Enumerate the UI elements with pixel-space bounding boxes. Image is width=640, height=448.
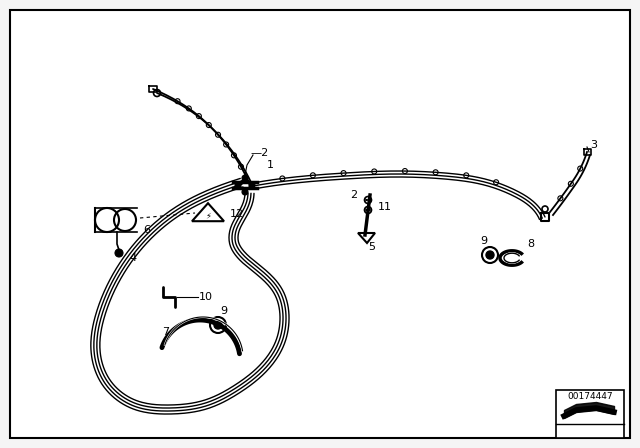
Circle shape bbox=[115, 249, 123, 257]
Bar bbox=[95, 208, 137, 232]
Circle shape bbox=[235, 182, 241, 188]
Text: 11: 11 bbox=[378, 202, 392, 212]
Text: 9: 9 bbox=[220, 306, 227, 316]
Text: 1: 1 bbox=[267, 160, 274, 170]
Circle shape bbox=[242, 189, 248, 195]
Text: 9: 9 bbox=[480, 236, 487, 246]
Text: —2: —2 bbox=[250, 148, 268, 158]
Circle shape bbox=[249, 182, 255, 188]
Text: 5: 5 bbox=[368, 242, 375, 252]
Circle shape bbox=[242, 175, 248, 181]
Circle shape bbox=[214, 321, 222, 329]
Text: 12: 12 bbox=[230, 209, 244, 219]
Text: 00174447: 00174447 bbox=[567, 392, 613, 401]
Text: 4: 4 bbox=[129, 253, 136, 263]
Text: 10: 10 bbox=[199, 292, 213, 302]
Text: ⚡: ⚡ bbox=[205, 211, 211, 220]
Text: 7: 7 bbox=[162, 327, 169, 337]
Text: 2: 2 bbox=[350, 190, 357, 200]
Text: 8: 8 bbox=[527, 239, 534, 249]
Text: 6: 6 bbox=[143, 225, 150, 235]
Text: 3: 3 bbox=[590, 140, 597, 150]
Circle shape bbox=[486, 251, 494, 259]
Bar bbox=[556, 390, 624, 438]
